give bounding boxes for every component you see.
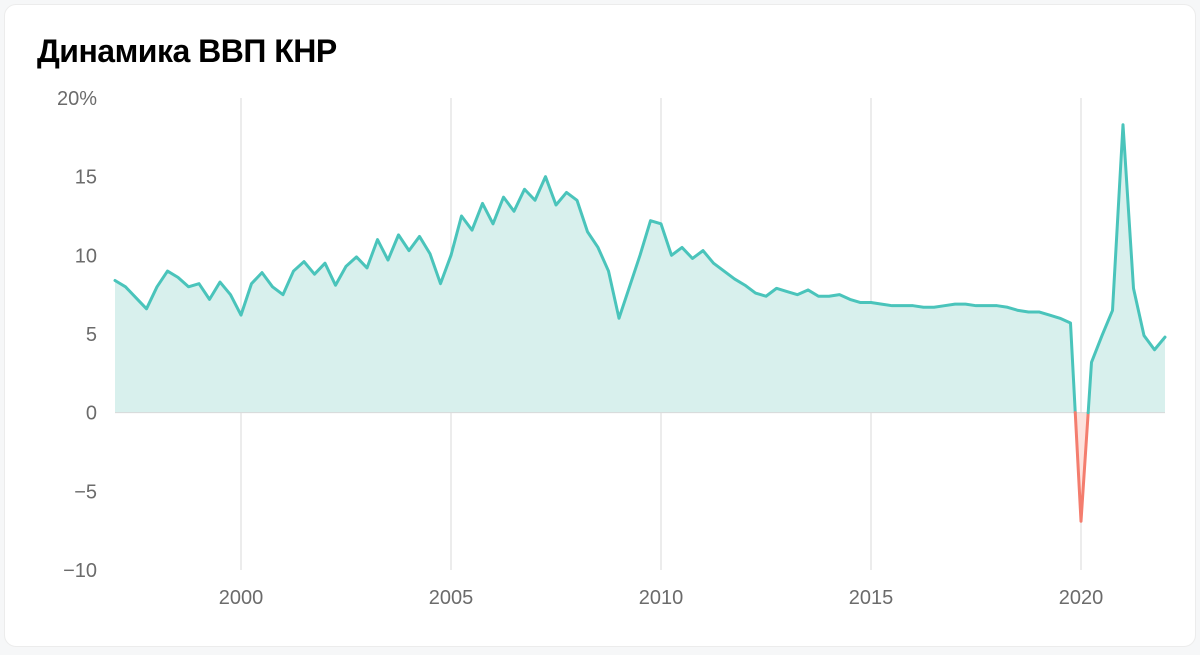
x-tick-label: 2020	[1059, 587, 1104, 609]
y-tick-label: 5	[86, 324, 97, 346]
chart-title: Динамика ВВП КНР	[37, 33, 1175, 70]
x-tick-label: 2000	[219, 587, 264, 609]
chart-area: 2000 2005 2010 2015 2020 −10 −5 0 5 10 15 20%	[25, 80, 1175, 620]
y-tick-label: −5	[74, 481, 97, 503]
y-tick-label: 15	[75, 167, 97, 189]
x-tick-label: 2015	[849, 587, 894, 609]
area-positive	[115, 177, 1075, 413]
y-tick-label: −10	[63, 560, 97, 582]
y-tick-label: 10	[75, 245, 97, 267]
gdp-area-chart: 2000 2005 2010 2015 2020 −10 −5 0 5 10 15 20%	[25, 80, 1175, 620]
y-tick-label: 0	[86, 403, 97, 425]
x-tick-label: 2010	[639, 587, 684, 609]
y-tick-label: 20%	[57, 88, 97, 110]
x-tick-label: 2005	[429, 587, 474, 609]
chart-card: Динамика ВВП КНР 2000 2005 2010 2015 2020 −10…	[4, 4, 1196, 647]
